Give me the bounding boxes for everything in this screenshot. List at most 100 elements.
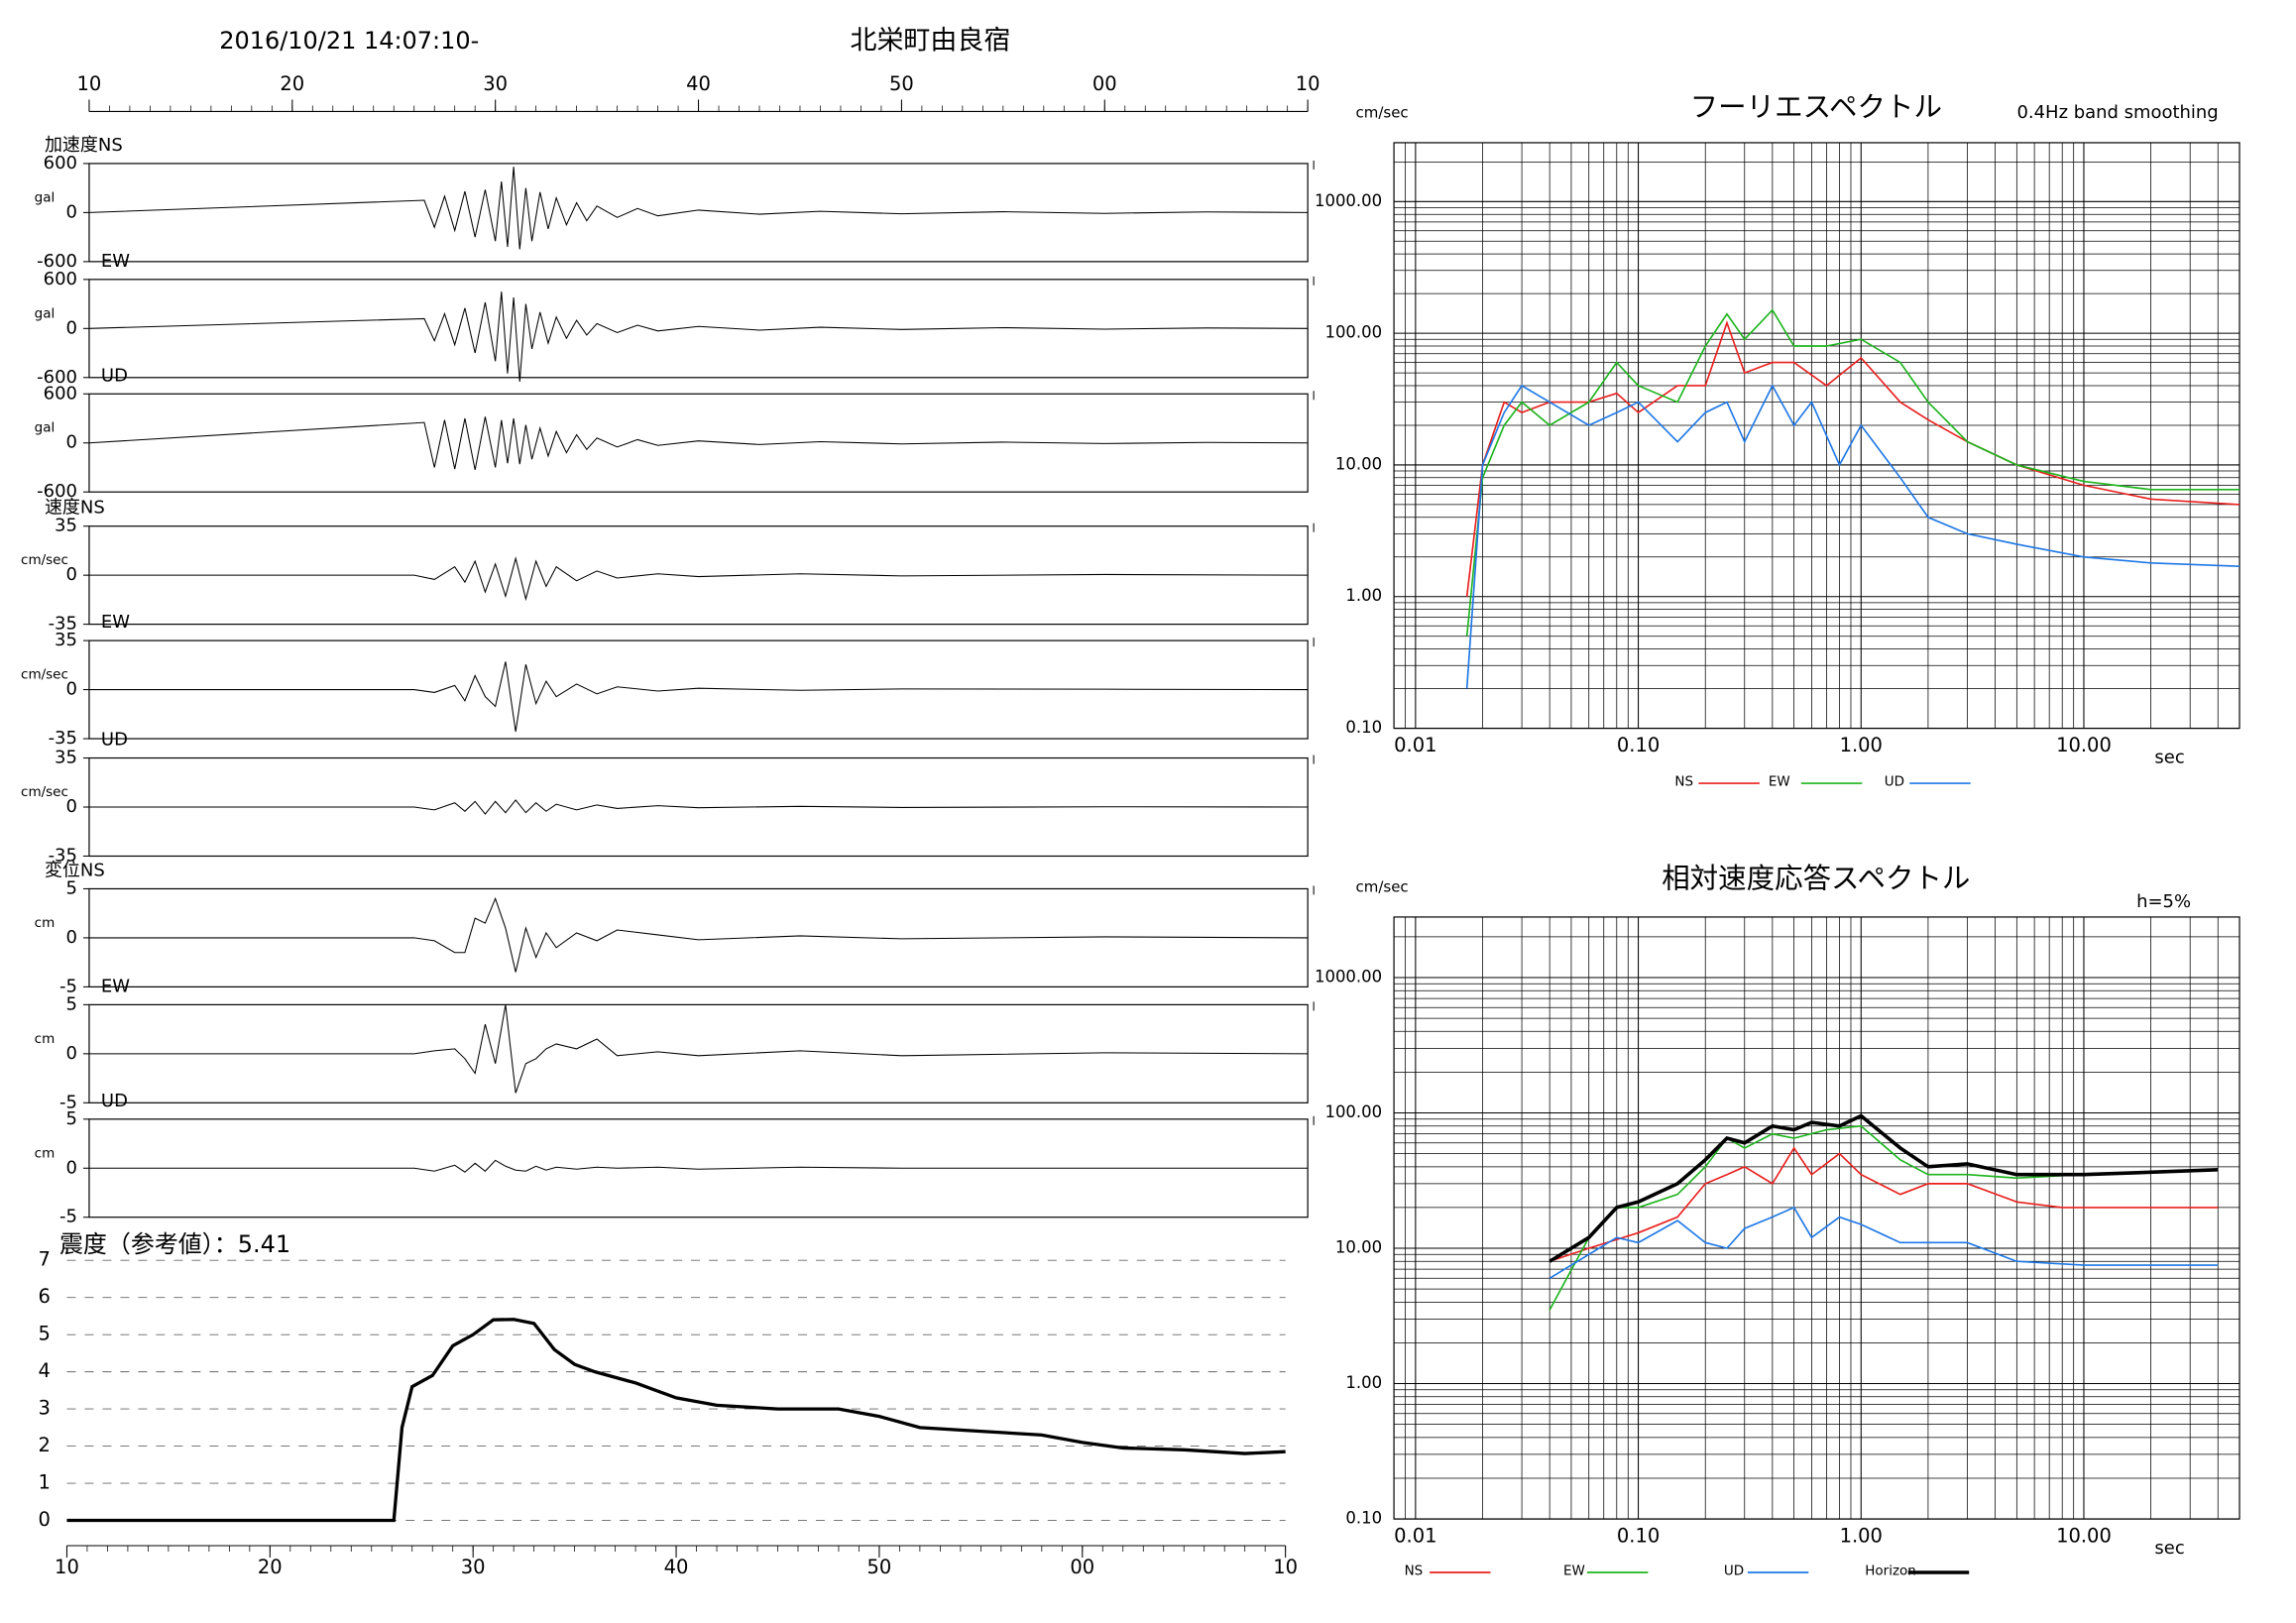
plot-frame [1393, 142, 2240, 730]
y-tick-label: 0 [66, 927, 77, 948]
y-tick-label: 5 [39, 1323, 51, 1345]
y-tick-label: 0 [66, 679, 77, 700]
panel-title: EW [101, 251, 130, 272]
y-tick-label: -35 [49, 845, 77, 866]
unit-label: cm/sec [21, 667, 68, 683]
y-tick-label: -600 [37, 367, 77, 388]
legend-label: UD [1724, 1564, 1744, 1579]
y-unit: cm/sec [1356, 877, 1409, 895]
y-tick-label: 0 [66, 317, 77, 338]
y-tick-label: 35 [55, 748, 77, 768]
y-tick-label: 1.00 [1345, 586, 1382, 605]
y-tick-label: 5 [66, 1108, 77, 1129]
x-tick-label: 30 [483, 72, 508, 95]
y-tick-label: 1.00 [1345, 1373, 1382, 1392]
x-tick-label: 40 [664, 1556, 689, 1578]
chart-title: 相対速度応答スペクトル [1662, 862, 1970, 894]
y-tick-label: 600 [44, 153, 77, 174]
waveform [88, 291, 1309, 382]
unit-label: gal [35, 189, 56, 205]
legend-label: EW [1563, 1564, 1585, 1579]
y-tick-label: 2 [39, 1434, 51, 1456]
unit-label: cm/sec [21, 552, 68, 568]
y-tick-label: -600 [37, 251, 77, 272]
legend-label: Horizon [1865, 1564, 1916, 1579]
spectrum-line [1549, 1113, 2219, 1263]
spectrum-line [1549, 1146, 2219, 1263]
unit-label: cm/sec [21, 784, 68, 800]
y-tick-label: 1000.00 [1315, 967, 1382, 985]
x-tick-label: 10 [1296, 72, 1320, 95]
plot-frame [1393, 916, 2240, 1520]
x-tick-label: 30 [461, 1556, 486, 1578]
y-tick-label: 100.00 [1324, 323, 1382, 342]
datetime: 2016/10/21 14:07:10- [219, 27, 479, 55]
spectrum-line [1549, 1124, 2219, 1311]
y-tick-label: -5 [59, 976, 77, 996]
x-tick-label: 1.00 [1840, 734, 1883, 756]
panel-title: 変位NS [45, 860, 105, 880]
x-tick-label: 0.10 [1617, 734, 1660, 756]
chart-note: 0.4Hz band smoothing [2016, 102, 2218, 123]
y-tick-label: 0.10 [1345, 718, 1382, 737]
panel-title: UD [101, 1091, 128, 1111]
y-tick-label: 5 [66, 877, 77, 898]
legend-label: NS [1405, 1564, 1424, 1579]
legend-label: NS [1674, 774, 1693, 790]
y-tick-label: 4 [39, 1359, 51, 1382]
x-tick-label: 10.00 [2056, 734, 2112, 756]
y-tick-label: 0 [66, 564, 77, 585]
x-tick-label: 50 [867, 1556, 892, 1578]
x-tick-label: 40 [686, 72, 711, 95]
x-tick-label: 10 [77, 72, 102, 95]
panel-title: UD [101, 730, 128, 751]
x-tick-label: 20 [280, 72, 304, 95]
plot-area [1394, 916, 2240, 1520]
station: 北栄町由良宿 [850, 26, 1010, 57]
y-tick-label: 6 [39, 1285, 51, 1308]
panel-title: UD [101, 365, 128, 386]
y-tick-label: 1000.00 [1315, 191, 1382, 210]
spectrum-line [1465, 384, 2240, 689]
y-tick-label: -5 [59, 1207, 77, 1227]
panel-title: 速度NS [45, 498, 105, 519]
x-tick-label: 10 [1273, 1556, 1298, 1578]
y-tick-label: 600 [44, 269, 77, 290]
x-tick-label: 10 [55, 1556, 79, 1578]
spectrum-line [1465, 308, 2240, 637]
y-tick-label: 35 [55, 630, 77, 650]
legend-label: UD [1885, 774, 1904, 790]
unit-label: cm [35, 915, 56, 931]
waveform [88, 896, 1309, 973]
y-tick-label: -600 [37, 481, 77, 502]
y-tick-label: 0 [66, 1043, 77, 1064]
spectrum-line [1549, 1206, 2219, 1279]
panel-frame [88, 163, 1309, 263]
x-tick-label: 10.00 [2056, 1525, 2112, 1548]
panel-title: EW [101, 612, 130, 633]
chart-title: フーリエスペクトル [1690, 90, 1942, 123]
y-tick-label: 600 [44, 383, 77, 404]
intensity-line [66, 1318, 1286, 1523]
y-tick-label: 10.00 [1335, 1238, 1382, 1257]
chart-note: h=5% [2136, 891, 2191, 912]
y-tick-label: 10.00 [1335, 454, 1382, 473]
y-unit: cm/sec [1356, 103, 1409, 121]
y-tick-label: 7 [39, 1248, 51, 1271]
plot-area [1394, 142, 2240, 730]
waveform [88, 661, 1309, 733]
y-tick-label: -35 [49, 728, 77, 749]
unit-label: cm [35, 1031, 56, 1047]
x-tick-label: 1.00 [1840, 1525, 1883, 1548]
x-tick-label: 20 [258, 1556, 283, 1578]
x-tick-label: 0.01 [1394, 734, 1436, 756]
x-tick-label: 50 [889, 72, 914, 95]
unit-label: gal [35, 305, 56, 321]
y-tick-label: 35 [55, 516, 77, 536]
x-unit: sec [2154, 1538, 2184, 1559]
y-tick-label: 100.00 [1324, 1102, 1382, 1121]
waveform [88, 1159, 1309, 1173]
x-tick-label: 00 [1092, 72, 1117, 95]
